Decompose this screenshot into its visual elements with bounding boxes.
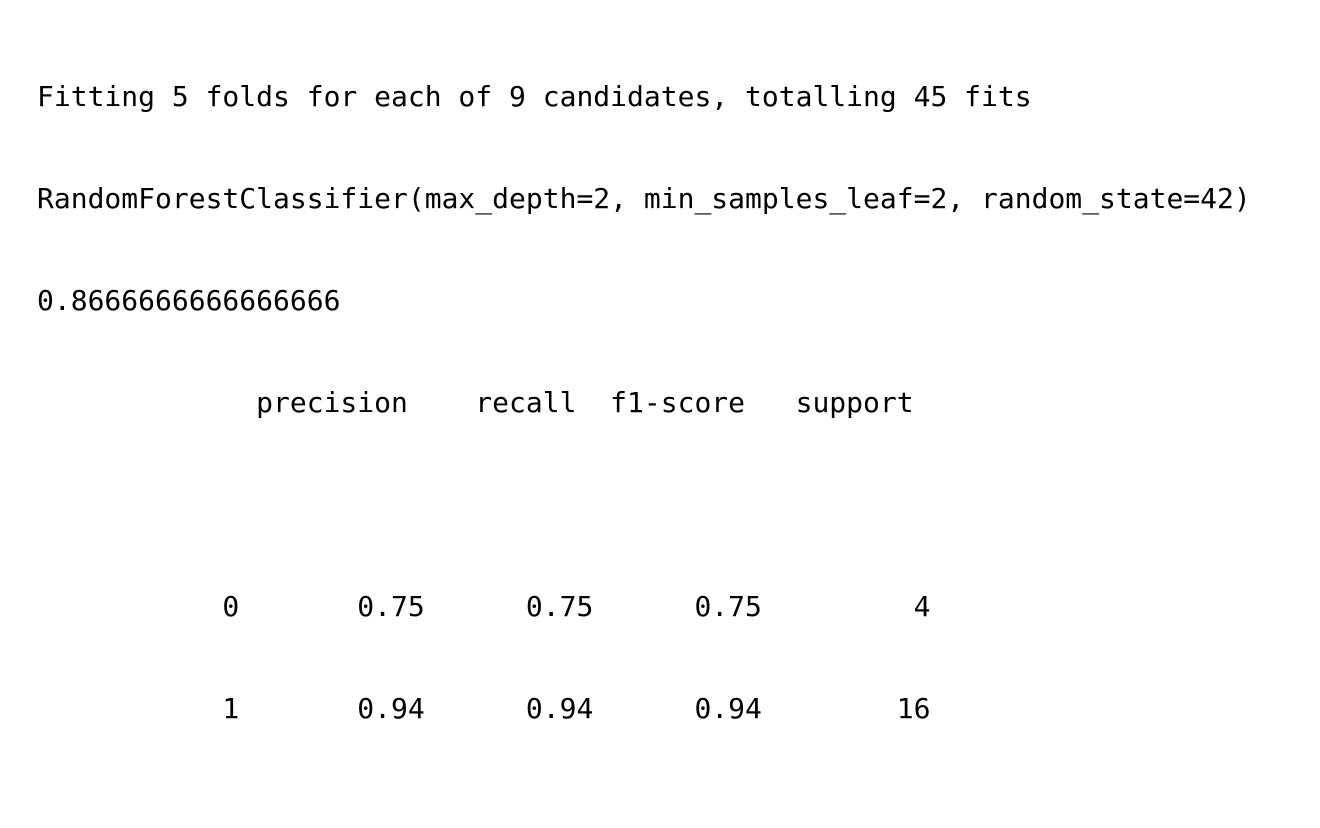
report-row-class-0: 0 0.75 0.75 0.75 4: [37, 590, 931, 623]
grid-search-status-line: Fitting 5 folds for each of 9 candidates…: [37, 80, 1032, 113]
report-header-row: precision recall f1-score support: [37, 386, 914, 419]
report-row-class-1: 1 0.94 0.94 0.94 16: [37, 692, 931, 725]
blank-line: [37, 794, 1251, 828]
console-output: Fitting 5 folds for each of 9 candidates…: [37, 12, 1251, 828]
accuracy-score-line: 0.8666666666666666: [37, 284, 341, 317]
blank-line: [37, 488, 1251, 522]
best-estimator-line: RandomForestClassifier(max_depth=2, min_…: [37, 182, 1251, 215]
